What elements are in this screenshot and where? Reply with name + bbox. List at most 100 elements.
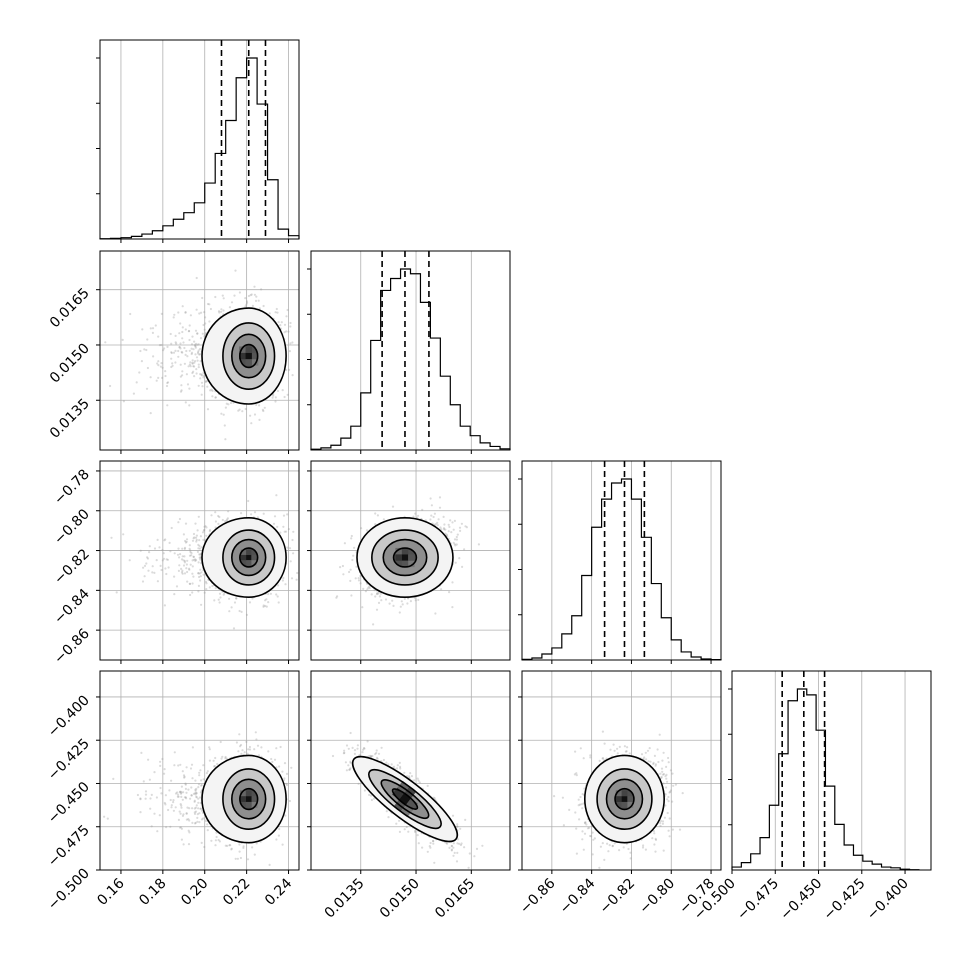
scatter-point bbox=[171, 364, 174, 367]
scatter-point bbox=[179, 363, 182, 366]
scatter-point bbox=[181, 569, 184, 572]
histogram-3 bbox=[731, 688, 920, 871]
scatter-point bbox=[205, 772, 208, 775]
scatter-point bbox=[144, 793, 148, 796]
scatter-point bbox=[156, 580, 159, 583]
scatter-point bbox=[153, 771, 156, 774]
scatter-point bbox=[177, 521, 180, 524]
scatter-point bbox=[149, 327, 152, 330]
scatter-point bbox=[186, 559, 189, 562]
scatter-point bbox=[180, 806, 183, 809]
scatter-point bbox=[360, 527, 363, 530]
panel-frame-0-0 bbox=[99, 39, 300, 240]
scatter-point bbox=[214, 520, 217, 523]
scatter-point bbox=[409, 600, 412, 603]
scatter-point bbox=[193, 365, 196, 368]
scatter-point bbox=[188, 324, 191, 327]
scatter-point bbox=[141, 580, 145, 583]
scatter-point bbox=[104, 341, 107, 344]
scatter-point bbox=[170, 526, 173, 530]
scatter-point bbox=[195, 538, 198, 542]
scatter-point bbox=[154, 324, 157, 327]
scatter-point bbox=[221, 294, 224, 297]
scatter-point bbox=[214, 756, 217, 760]
histogram-1 bbox=[310, 268, 511, 450]
scatter-point bbox=[348, 570, 351, 574]
scatter-point bbox=[145, 348, 148, 352]
scatter-point bbox=[429, 518, 432, 521]
scatter-point bbox=[155, 559, 158, 562]
scatter-point bbox=[194, 559, 198, 562]
scatter-point bbox=[140, 360, 143, 363]
scatter-point bbox=[184, 328, 187, 331]
scatter-point bbox=[214, 295, 217, 299]
scatter-point bbox=[289, 342, 292, 345]
scatter-point bbox=[238, 850, 241, 853]
scatter-point bbox=[442, 515, 445, 519]
scatter-point bbox=[224, 755, 227, 759]
scatter-point bbox=[193, 800, 196, 803]
scatter-point bbox=[189, 593, 192, 597]
scatter-point bbox=[198, 312, 201, 315]
scatter-point bbox=[184, 539, 187, 543]
scatter-point bbox=[244, 297, 247, 300]
scatter-point bbox=[249, 414, 252, 417]
scatter-point bbox=[209, 389, 212, 392]
scatter-point bbox=[161, 757, 164, 761]
scatter-point bbox=[165, 572, 168, 576]
scatter-point bbox=[421, 508, 424, 511]
scatter-point bbox=[451, 521, 454, 524]
scatter-point bbox=[228, 610, 231, 613]
scatter-point bbox=[194, 342, 198, 345]
scatter-point bbox=[406, 602, 409, 605]
scatter-point bbox=[185, 349, 188, 353]
scatter-point bbox=[170, 365, 173, 369]
scatter-point bbox=[221, 518, 224, 522]
scatter-point bbox=[289, 560, 292, 563]
scatter-point bbox=[139, 549, 142, 552]
scatter-point bbox=[460, 522, 463, 525]
scatter-point bbox=[268, 312, 271, 315]
scatter-point bbox=[232, 627, 236, 630]
scatter-point bbox=[177, 355, 180, 358]
scatter-point bbox=[148, 551, 151, 554]
scatter-point bbox=[235, 741, 238, 744]
scatter-point bbox=[181, 547, 184, 550]
scatter-point bbox=[151, 565, 154, 568]
scatter-point bbox=[198, 353, 201, 356]
scatter-point bbox=[115, 591, 118, 594]
scatter-point bbox=[167, 566, 170, 569]
scatter-point bbox=[376, 514, 379, 517]
scatter-point bbox=[185, 567, 188, 570]
scatter-point bbox=[173, 313, 176, 316]
scatter-point bbox=[110, 536, 113, 539]
scatter-point bbox=[181, 330, 184, 334]
scatter-point bbox=[160, 343, 163, 347]
scatter-point bbox=[286, 308, 289, 312]
scatter-point bbox=[142, 566, 145, 569]
scatter-point bbox=[455, 543, 458, 546]
scatter-point bbox=[197, 590, 200, 593]
scatter-point bbox=[213, 599, 216, 602]
scatter-point bbox=[282, 576, 285, 580]
scatter-point bbox=[220, 412, 223, 415]
scatter-point bbox=[263, 406, 266, 409]
scatter-point bbox=[204, 322, 207, 325]
scatter-point bbox=[178, 810, 181, 813]
scatter-point bbox=[240, 511, 243, 515]
scatter-point bbox=[192, 532, 196, 536]
scatter-point bbox=[146, 366, 149, 370]
scatter-point bbox=[292, 552, 295, 555]
scatter-point bbox=[188, 387, 191, 390]
scatter-point bbox=[198, 575, 201, 579]
scatter-point bbox=[190, 552, 193, 555]
scatter-point bbox=[286, 513, 289, 516]
scatter-point bbox=[195, 534, 198, 537]
scatter-point bbox=[191, 539, 195, 542]
scatter-point bbox=[258, 418, 261, 421]
scatter-point bbox=[191, 565, 194, 568]
scatter-point bbox=[286, 546, 289, 549]
scatter-point bbox=[202, 538, 205, 542]
scatter-point bbox=[208, 586, 211, 589]
scatter-point bbox=[246, 301, 249, 304]
